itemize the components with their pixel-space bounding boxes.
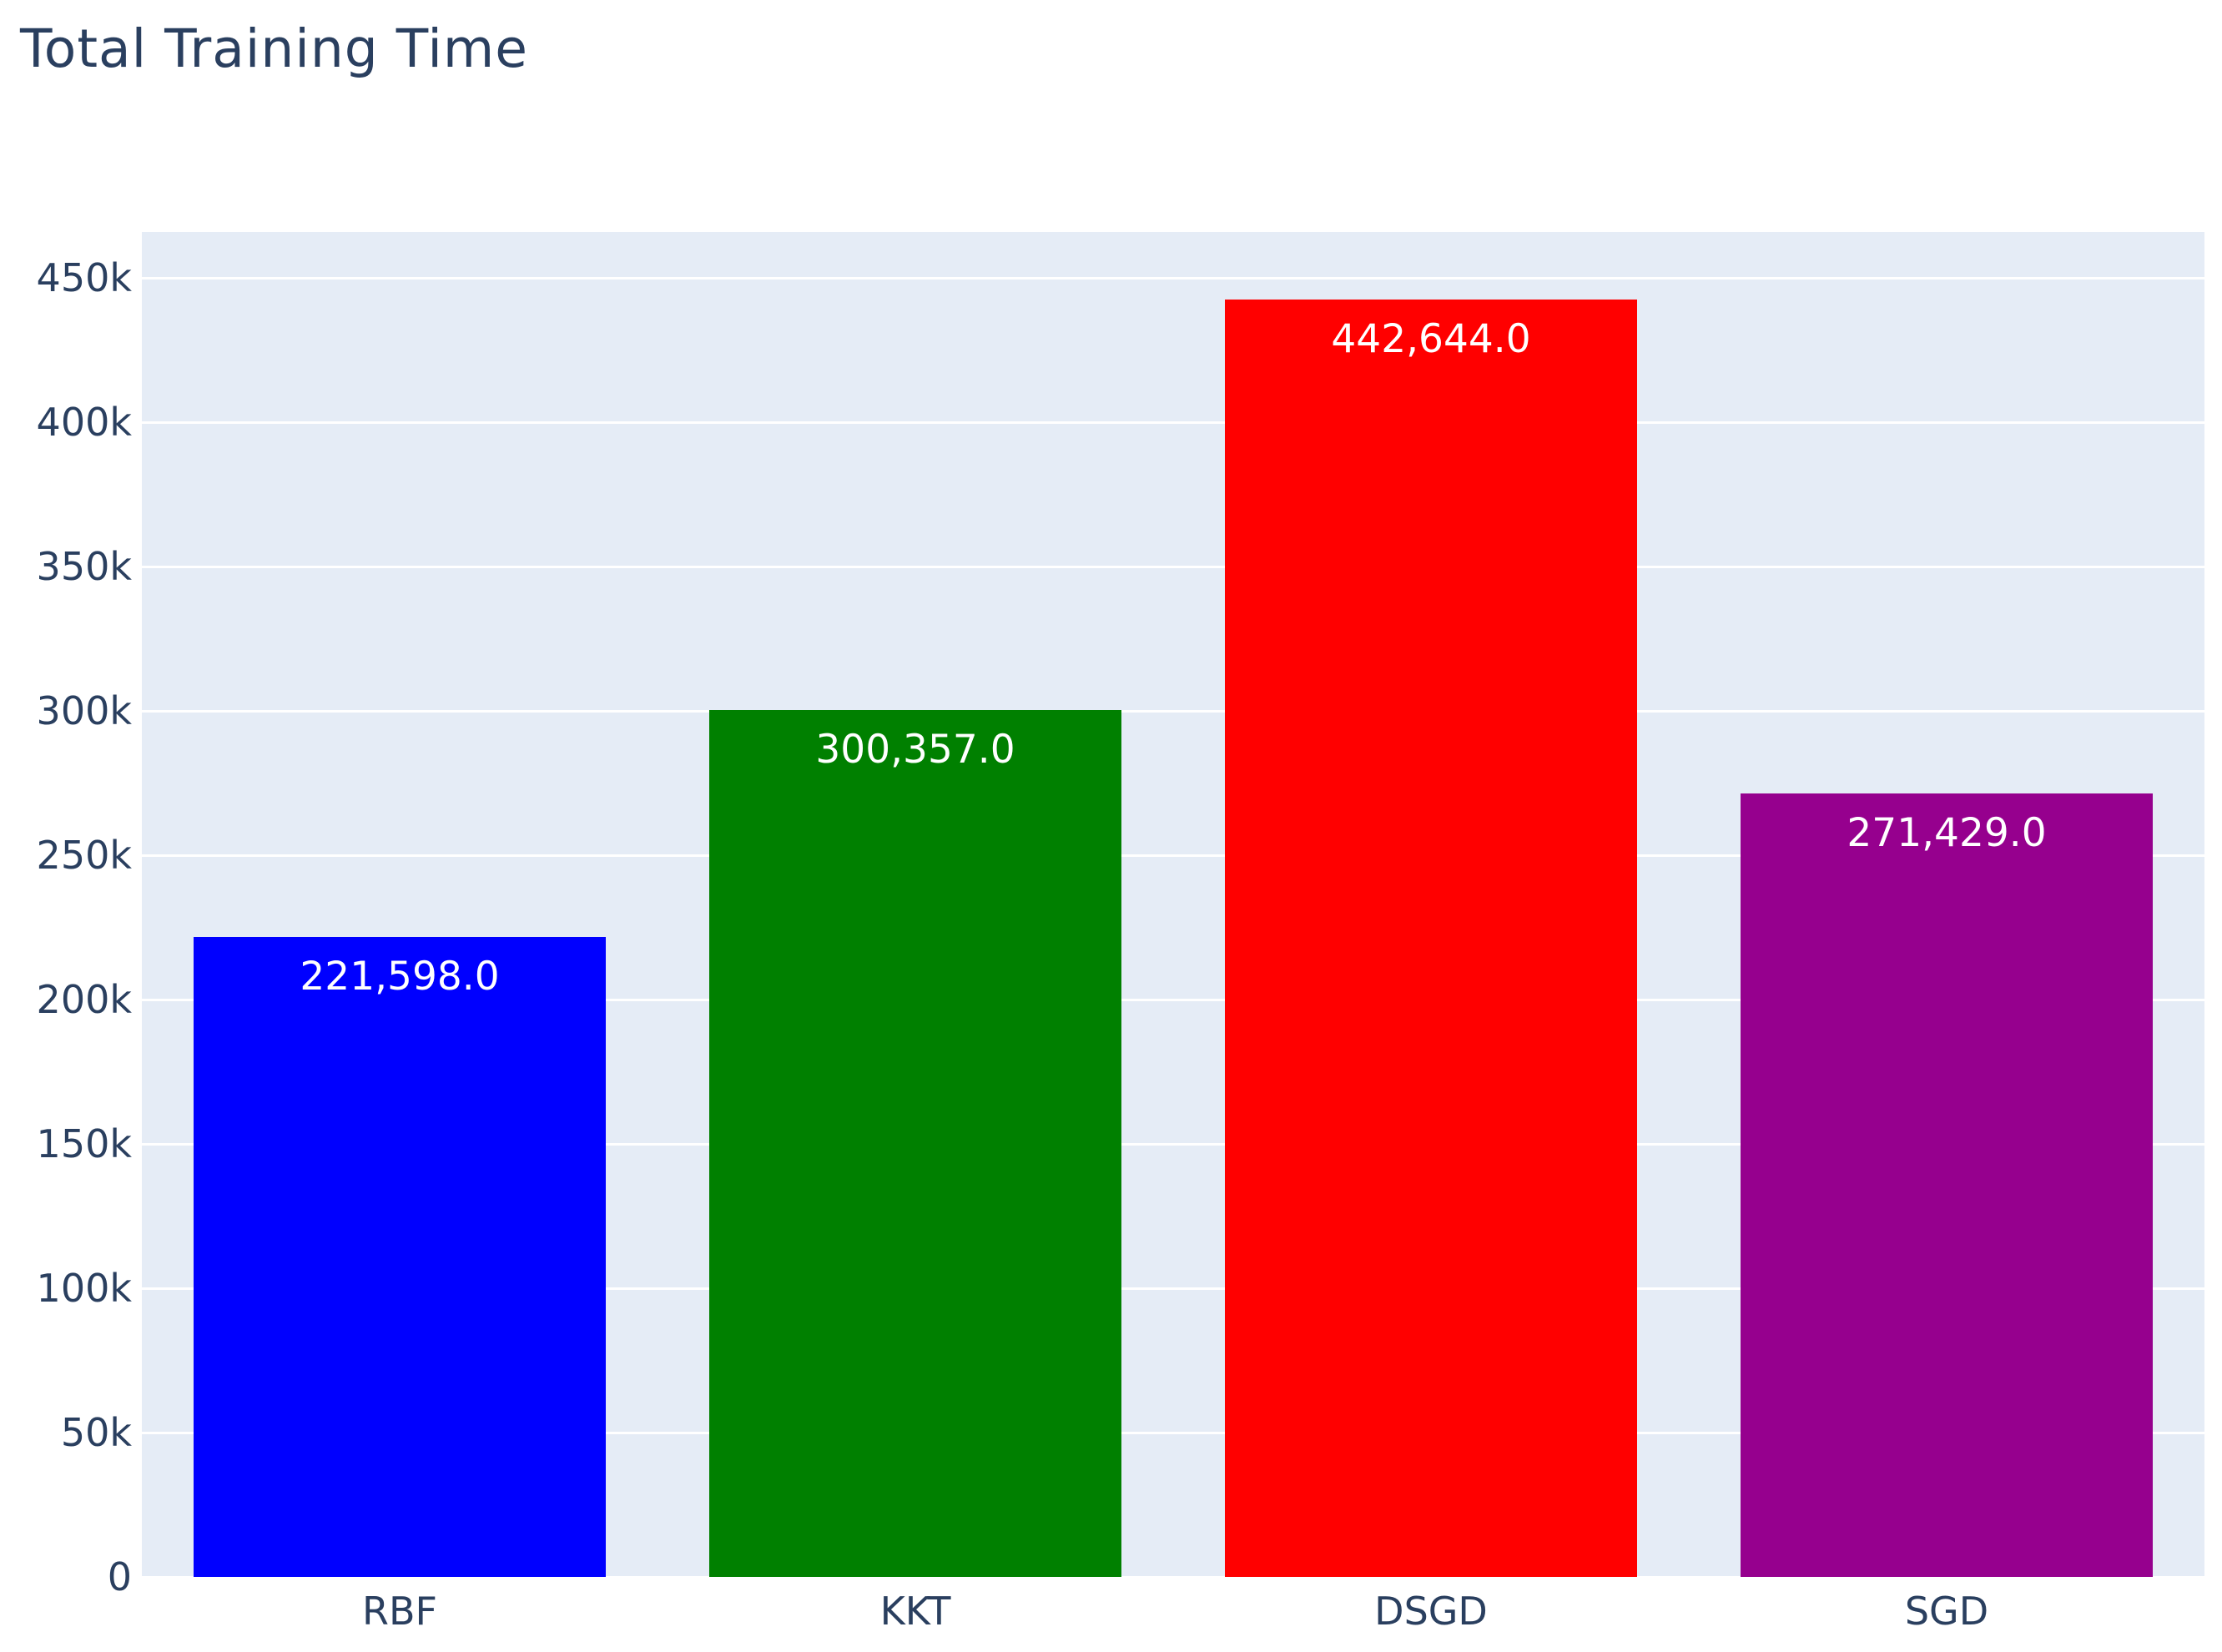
y-tick-label-100k: 100k — [36, 1266, 132, 1312]
gridline-200k — [142, 998, 2204, 1001]
y-tick-label-0: 0 — [107, 1554, 132, 1599]
gridline-250k — [142, 854, 2204, 857]
bar-sgd: 271,429.0 — [1740, 793, 2154, 1577]
bar-value-label-dsgd: 442,644.0 — [1331, 315, 1531, 362]
gridline-450k — [142, 276, 2204, 280]
bar-dsgd: 442,644.0 — [1224, 299, 1638, 1577]
x-tick-label-rbf: RBF — [362, 1589, 437, 1634]
gridline-350k — [142, 565, 2204, 568]
y-tick-label-50k: 50k — [60, 1410, 132, 1456]
gridline-300k — [142, 709, 2204, 713]
bar-kkt: 300,357.0 — [708, 710, 1122, 1577]
plot-area: 221,598.0 300,357.0 442,644.0 271,429.0 — [142, 232, 2204, 1579]
gridline-150k — [142, 1142, 2204, 1146]
x-tick-label-kkt: KKT — [879, 1589, 951, 1634]
gridline-100k — [142, 1287, 2204, 1290]
gridline-400k — [142, 421, 2204, 424]
gridline-0 — [142, 1575, 2204, 1579]
y-tick-label-200k: 200k — [36, 977, 132, 1023]
y-tick-label-400k: 400k — [36, 400, 132, 446]
x-tick-label-dsgd: DSGD — [1374, 1589, 1488, 1634]
x-tick-label-sgd: SGD — [1904, 1589, 1989, 1634]
gridline-50k — [142, 1431, 2204, 1434]
bar-value-label-sgd: 271,429.0 — [1847, 810, 2047, 857]
bar-value-label-rbf: 221,598.0 — [300, 954, 500, 1000]
bar-value-label-kkt: 300,357.0 — [815, 727, 1015, 773]
y-tick-label-450k: 450k — [36, 255, 132, 301]
y-tick-label-250k: 250k — [36, 833, 132, 879]
y-tick-label-350k: 350k — [36, 544, 132, 590]
chart-title: Total Training Time — [20, 18, 528, 79]
y-tick-label-150k: 150k — [36, 1121, 132, 1167]
bar-rbf: 221,598.0 — [193, 937, 607, 1577]
y-tick-label-300k: 300k — [36, 688, 132, 734]
